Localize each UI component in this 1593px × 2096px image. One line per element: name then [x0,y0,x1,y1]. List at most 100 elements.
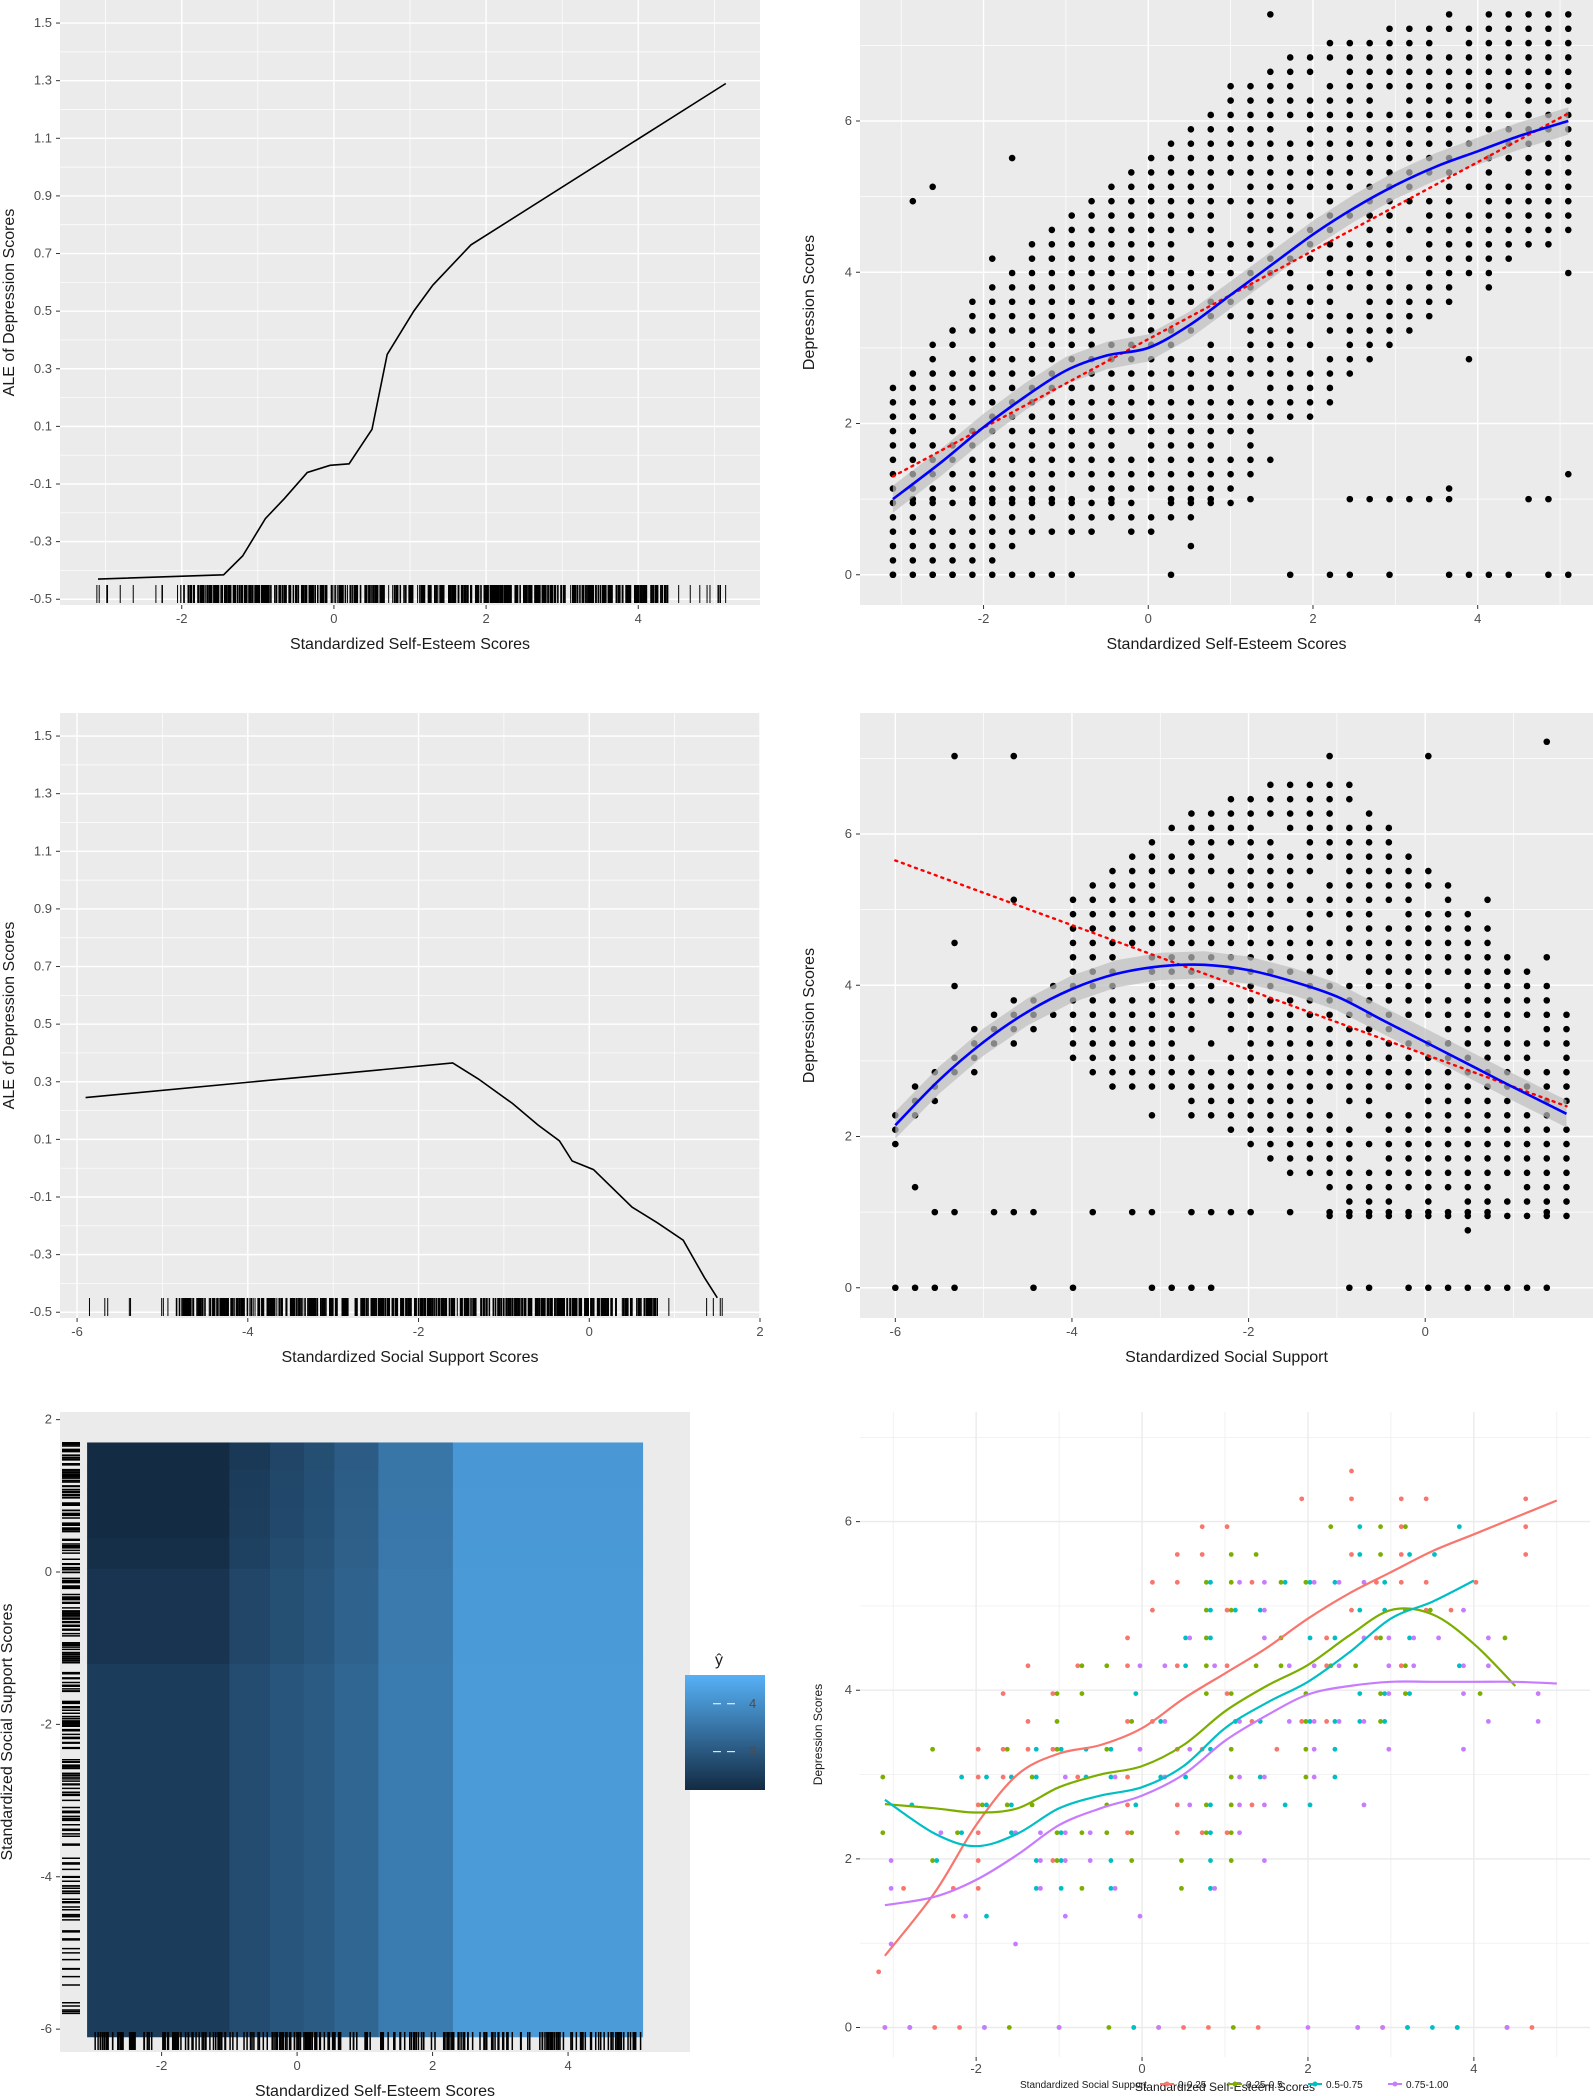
scatter-social-support-data-point [1365,1083,1373,1090]
scatter-self-esteem-data-point [1088,513,1095,521]
grouped-scatter-data-point [1150,1607,1155,1613]
scatter-social-support-data-point [1425,1183,1432,1191]
scatter-self-esteem-data-point [1207,154,1215,162]
scatter-social-support-data-point [1543,1183,1551,1191]
scatter-self-esteem-data-point [1227,355,1234,363]
scatter-self-esteem-data-point [1366,111,1373,119]
scatter-social-support-y-tick-label: 2 [845,1129,852,1144]
scatter-social-support-data-point [1523,997,1531,1004]
grouped-scatter-data-point [1203,1830,1209,1836]
scatter-social-support-data-point [1207,896,1215,904]
scatter-social-support-data-point [1444,1112,1452,1119]
scatter-social-support-data-point [1346,982,1353,990]
scatter-social-support-data-point [1227,1054,1235,1062]
scatter-social-support-data-point [1385,1198,1393,1205]
grouped-scatter-data-point [1299,1719,1305,1724]
scatter-self-esteem-data-point [1286,341,1294,349]
scatter-social-support-data-point [1168,853,1175,860]
scatter-self-esteem-data-point [949,528,956,535]
scatter-social-support-data-point [1425,968,1432,975]
scatter-self-esteem-data-point [889,413,897,420]
scatter-self-esteem-data-point [949,384,956,392]
grouped-scatter-data-point [1181,2025,1186,2030]
scatter-social-support-data-point [1247,1068,1254,1076]
scatter-social-support-data-point [1365,1097,1373,1105]
scatter-self-esteem-data-point [1267,197,1274,205]
scatter-self-esteem-data-point [1425,39,1433,47]
scatter-social-support-data-point [1128,1040,1136,1047]
scatter-social-support-y-tick-label: 0 [845,1280,852,1295]
ale-social-support-x-tick-label: -6 [71,1324,83,1339]
grouped-scatter-legend-title: Standardized Social Support [1020,2080,1147,2091]
scatter-self-esteem-data-point [1227,197,1234,205]
scatter-social-support-data-point [1306,1040,1314,1047]
scatter-self-esteem-data-point [1128,255,1135,262]
scatter-social-support-data-point [1365,896,1373,904]
scatter-self-esteem-data-point [1247,399,1254,406]
grouped-scatter-data-point [1199,1524,1205,1530]
scatter-social-support-data-point [1484,953,1491,961]
scatter-social-support-data-point [1188,810,1195,817]
scatter-social-support-data-point [1425,1068,1432,1076]
scatter-self-esteem-data-point [1505,68,1513,76]
scatter-self-esteem-data-point [1386,495,1393,503]
scatter-self-esteem-data-point [1485,111,1493,119]
scatter-self-esteem-data-point [1267,370,1274,377]
grouped-scatter-legend-label: 0-0.25 [1178,2080,1207,2091]
grouped-scatter-data-point [1004,1802,1010,1808]
scatter-social-support-data-point [1148,997,1156,1004]
scatter-social-support-data-point [1069,939,1077,947]
scatter-self-esteem-data-point [1465,183,1473,191]
scatter-social-support-data-point [1444,1208,1452,1216]
scatter-self-esteem-data-point [1247,154,1254,162]
scatter-self-esteem-data-point [1247,370,1254,377]
heatmap-y-tick-label: -4 [40,1869,52,1884]
scatter-self-esteem-data-point [1445,269,1453,277]
scatter-social-support-points [892,738,1570,1292]
scatter-self-esteem-data-point [1227,169,1234,176]
scatter-social-support-data-point [1030,1025,1037,1033]
scatter-social-support-data-point [1227,1083,1235,1090]
scatter-self-esteem-data-point [1068,327,1076,334]
scatter-self-esteem-data-point [1147,413,1155,420]
scatter-social-support-data-point [1425,953,1432,961]
scatter-self-esteem-x-tick-label: 4 [1474,611,1481,626]
scatter-social-support-data-point [1010,896,1018,904]
scatter-self-esteem-data-point [1485,25,1493,33]
scatter-social-support-data-point [1405,1155,1412,1162]
grouped-scatter-data-point [938,1830,944,1836]
grouped-scatter-data-point [975,1858,981,1863]
heatmap-cell [334,1507,379,1539]
scatter-social-support-data-point [1227,867,1235,875]
scatter-self-esteem-data-point [1227,111,1234,119]
scatter-social-support-data-point [1425,752,1432,760]
scatter-self-esteem-data-point [1525,154,1532,162]
scatter-social-support-data-point [1030,1208,1037,1216]
scatter-self-esteem-data-point [1366,312,1373,320]
grouped-scatter-data-point [1305,2025,1311,2030]
scatter-self-esteem-data-point [1048,413,1056,420]
heatmap-y-tick-label: -2 [40,1716,52,1731]
scatter-self-esteem-data-point [1167,456,1175,464]
scatter-self-esteem-data-point [1108,312,1115,320]
scatter-social-support-data-point [1503,1097,1511,1105]
scatter-social-support-data-point [1326,1011,1333,1019]
scatter-self-esteem-data-point [1465,111,1473,119]
scatter-self-esteem-data-point [1108,240,1115,248]
scatter-social-support-data-point [1247,925,1254,932]
scatter-self-esteem-data-point [1366,255,1373,262]
scatter-self-esteem-data-point [1267,97,1274,104]
scatter-self-esteem-data-point [929,355,936,363]
scatter-self-esteem-data-point [1366,341,1373,349]
scatter-self-esteem-data-point [1346,154,1354,162]
heatmap-cell [378,1442,454,1470]
scatter-self-esteem-data-point [1147,384,1155,392]
scatter-social-support-data-point [1405,1183,1412,1191]
scatter-social-support-data-point [1484,1155,1491,1162]
grouped-scatter-data-point [1000,1691,1006,1697]
grouped-scatter-data-point [930,1746,935,1752]
grouped-scatter-series-line [884,1680,1557,1907]
grouped-scatter-data-point [1087,1830,1093,1836]
scatter-self-esteem-data-point [988,485,996,492]
scatter-self-esteem-data-point [1128,197,1135,205]
